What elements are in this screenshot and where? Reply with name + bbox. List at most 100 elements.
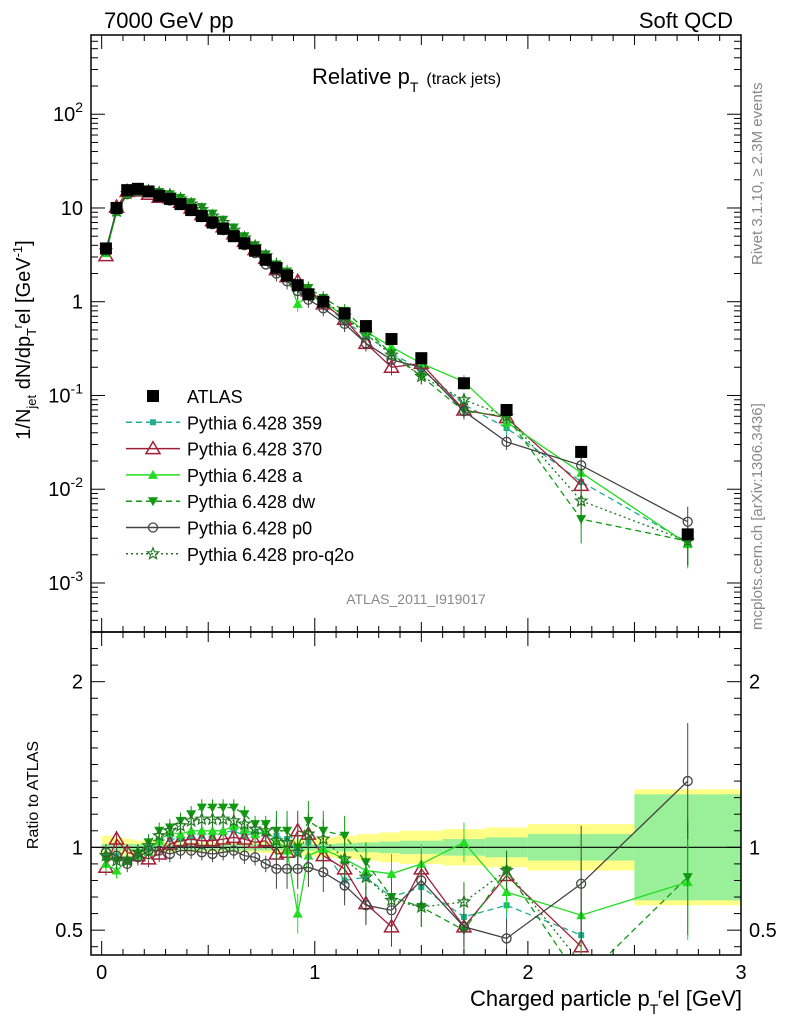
- main-point-atlas: [500, 404, 513, 417]
- main-point-atlas: [385, 333, 398, 346]
- main-point-pythia-6-428-a: [292, 298, 303, 308]
- rivet-label: Rivet 3.1.10, ≥ 2.3M events: [749, 83, 766, 266]
- ratio-point-pythia-6-428-dw: [196, 803, 207, 813]
- ratio-point-pythia-6-428-pro-q2o: [119, 852, 135, 867]
- ratio-point-pythia-6-428-a: [196, 825, 207, 835]
- ratio-point-pythia-6-428-p0: [458, 921, 470, 932]
- ratio-point-pythia-6-428-pro-q2o: [183, 813, 199, 828]
- main-point-atlas: [185, 204, 198, 217]
- main-point-atlas: [121, 184, 134, 197]
- ratio-point-pythia-6-428-pro-q2o: [226, 813, 242, 828]
- xtick-label: 1: [309, 962, 320, 984]
- ratio-point-pythia-6-428-a: [386, 868, 397, 878]
- main-point-pythia-6-428-pro-q2o: [414, 368, 429, 383]
- main-panel: 10-3 10-2 10-1 1 10 102 ATLAS Pythia 6.428 359 P…: [48, 34, 742, 633]
- legend-marker-pythia-6-428-359: [150, 419, 156, 426]
- main-ylabel: 1/Njet dN/dpTrel [GeV-1]: [10, 240, 39, 439]
- ratio-point-pythia-6-428-dw: [239, 810, 250, 820]
- ratio-point-pythia-6-428-pro-q2o: [173, 818, 188, 833]
- ratio-point-pythia-6-428-370: [236, 830, 253, 845]
- ratio-point-pythia-6-428-p0: [260, 858, 271, 870]
- main-point-atlas: [302, 288, 315, 301]
- ratio-point-pythia-6-428-pro-q2o: [456, 894, 472, 909]
- mcplots-label: mcplots.cern.ch [arXiv:1306.3436]: [749, 403, 766, 630]
- ratio-point-pythia-6-428-a: [218, 825, 229, 835]
- ratio-point-pythia-6-428-pro-q2o: [384, 892, 399, 907]
- ratio-point-pythia-6-428-p0: [416, 875, 427, 886]
- legend-label-pythia-6-428-a: Pythia 6.428 a: [187, 466, 303, 486]
- ratio-ytick-label-right: 2: [749, 672, 760, 694]
- main-point-pythia-6-428-pro-q2o: [573, 493, 589, 508]
- ratio-point-pythia-6-428-pro-q2o: [414, 899, 429, 914]
- ratio-line-pythia-6-428-pro-q2o: [105, 818, 576, 955]
- main-point-pythia-6-428-p0: [501, 436, 512, 448]
- ratio-point-pythia-6-428-pro-q2o: [499, 862, 514, 877]
- main-ytick-label: 10: [61, 198, 83, 220]
- ratio-point-pythia-6-428-dw: [682, 873, 693, 883]
- main-point-atlas: [131, 182, 144, 195]
- analysis-id: ATLAS_2011_I919017: [346, 591, 486, 607]
- main-point-pythia-6-428-a: [386, 341, 397, 351]
- ratio-point-pythia-6-428-p0: [318, 867, 329, 878]
- ratio-panel: 0 1 2 30.5 0.51 12 2: [55, 35, 777, 984]
- ratio-point-pythia-6-428-dw: [218, 803, 229, 813]
- ratio-point-pythia-6-428-dw: [228, 803, 239, 813]
- main-ytick-label: 1: [72, 292, 83, 314]
- legend-label-pythia-6-428-pro-q2o: Pythia 6.428 pro-q2o: [187, 545, 354, 565]
- ratio-point-pythia-6-428-pro-q2o: [358, 869, 374, 884]
- main-ytick-label: 102: [53, 99, 83, 126]
- ratio-point-pythia-6-428-dw: [207, 803, 218, 813]
- main-point-atlas: [206, 216, 219, 229]
- ratio-ylabel: Ratio to ATLAS: [25, 741, 42, 849]
- main-point-atlas: [681, 528, 694, 541]
- ratio-ytick-label-left: 2: [72, 672, 83, 694]
- ratio-point-pythia-6-428-p0: [239, 850, 250, 861]
- main-point-atlas: [270, 261, 283, 274]
- ratio-point-pythia-6-428-p0: [228, 845, 239, 856]
- legend-label-pythia-6-428-p0: Pythia 6.428 p0: [187, 519, 312, 539]
- legend-label-pythia-6-428-359: Pythia 6.428 359: [187, 413, 322, 433]
- ratio-point-pythia-6-428-370: [257, 832, 275, 847]
- legend-marker-pythia-6-428-a: [148, 469, 158, 479]
- x-axis-label: Charged particle pTrel [GeV]: [470, 985, 742, 1017]
- main-point-atlas: [142, 185, 155, 198]
- plot-title-main: Relative p: [312, 64, 410, 89]
- main-frame: [90, 34, 742, 633]
- xtick-label: 0: [96, 962, 107, 984]
- main-line-pythia-6-428-370: [105, 190, 582, 486]
- ratio-ytick-label-right: 0.5: [749, 920, 777, 942]
- plot-title-suffix: (track jets): [426, 71, 501, 88]
- ratio-point-pythia-6-428-a: [458, 837, 469, 847]
- ratio-point-pythia-6-428-a: [292, 908, 303, 918]
- ratio-point-pythia-6-428-pro-q2o: [247, 821, 263, 836]
- xtick-label: 3: [735, 962, 746, 984]
- main-ytick-label: 10-3: [48, 568, 83, 595]
- xtick-label: 2: [522, 962, 533, 984]
- ratio-point-pythia-6-428-pro-q2o: [98, 847, 114, 862]
- main-point-atlas: [249, 244, 262, 257]
- legend-marker-pythia-6-428-dw: [148, 497, 158, 507]
- header-left: 7000 GeV pp: [104, 8, 234, 33]
- main-line-pythia-6-428-pro-q2o: [105, 189, 688, 542]
- main-point-atlas: [217, 222, 230, 235]
- main-point-atlas: [153, 189, 166, 202]
- ratio-point-pythia-6-428-p0: [154, 845, 165, 856]
- ratio-point-pythia-6-428-pro-q2o: [258, 823, 274, 837]
- main-point-pythia-6-428-pro-q2o: [358, 326, 374, 341]
- legend-label-pythia-6-428-dw: Pythia 6.428 dw: [187, 492, 316, 512]
- main-point-pythia-6-428-dw: [228, 223, 239, 233]
- ratio-point-pythia-6-428-pro-q2o: [215, 811, 231, 826]
- main-line-pythia-6-428-dw: [105, 189, 688, 542]
- ratio-point-pythia-6-428-pro-q2o: [301, 826, 316, 841]
- ratio-point-pythia-6-428-pro-q2o: [237, 816, 252, 831]
- ratio-point-pythia-6-428-p0: [207, 848, 218, 860]
- ratio-ytick-label-right: 1: [749, 837, 760, 859]
- main-point-atlas: [99, 242, 112, 255]
- main-point-atlas: [575, 445, 588, 458]
- ratio-point-pythia-6-428-p0: [186, 845, 197, 856]
- ratio-point-pythia-6-428-p0: [682, 775, 693, 787]
- ratio-point-pythia-6-428-pro-q2o: [290, 844, 305, 859]
- main-point-atlas: [415, 352, 428, 365]
- legend-marker-atlas: [147, 390, 159, 402]
